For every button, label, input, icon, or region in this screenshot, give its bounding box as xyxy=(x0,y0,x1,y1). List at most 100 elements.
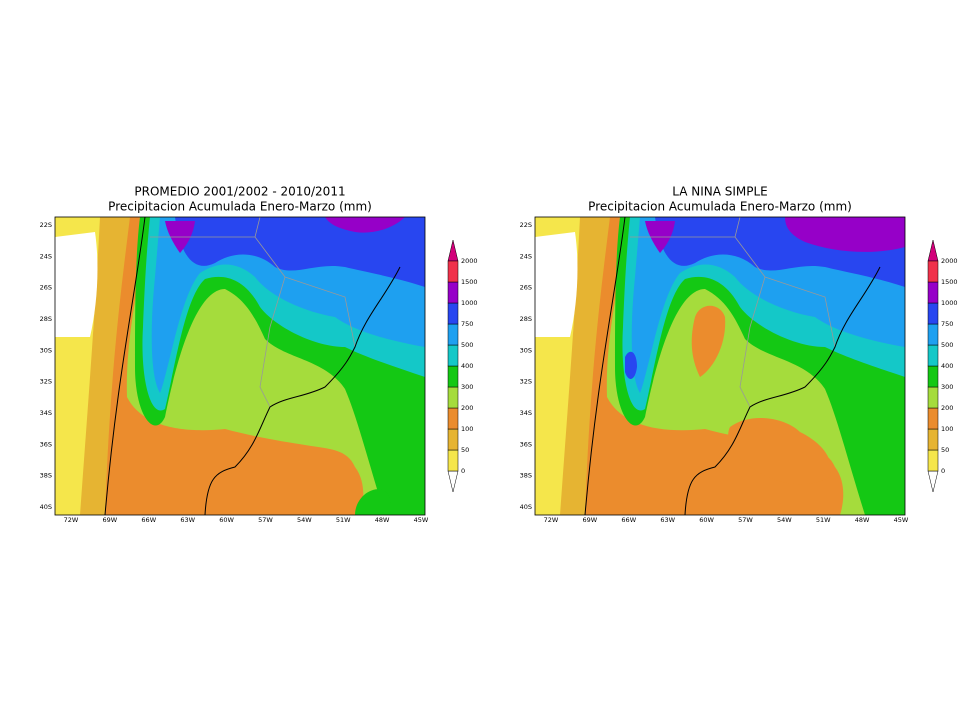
border-lines xyxy=(630,216,836,408)
colorbar-under xyxy=(447,470,459,493)
precip-region xyxy=(355,489,391,515)
lat-label: 28S xyxy=(40,315,52,323)
map-title: PROMEDIO 2001/2002 - 2010/2011 xyxy=(134,185,345,199)
lat-label: 38S xyxy=(40,472,52,480)
border-lines xyxy=(150,216,356,408)
precip-region xyxy=(728,417,831,485)
lat-label: 32S xyxy=(40,378,52,386)
map-title: LA NINA SIMPLE xyxy=(672,185,768,199)
lat-label: 40S xyxy=(40,503,52,511)
colorbar-box xyxy=(927,428,939,451)
colorbar-label: 500 xyxy=(941,341,953,349)
coastline xyxy=(104,216,401,516)
colorbar-over xyxy=(927,239,939,262)
coastline xyxy=(584,216,881,516)
lat-label: 24S xyxy=(520,252,532,260)
colorbar-box xyxy=(447,281,459,304)
lat-label: 34S xyxy=(520,409,532,417)
colorbar-label: 100 xyxy=(461,425,473,433)
colorbar-over xyxy=(447,239,459,262)
lat-label: 24S xyxy=(40,252,52,260)
colorbar-box xyxy=(927,260,939,283)
precip-region xyxy=(55,217,364,515)
colorbar-box xyxy=(447,344,459,367)
colorbar-label: 100 xyxy=(941,425,953,433)
colorbar-box xyxy=(447,365,459,388)
precip-region xyxy=(535,232,578,337)
colorbar-label: 300 xyxy=(461,383,473,391)
colorbar-box xyxy=(927,281,939,304)
colorbar-label: 2000 xyxy=(461,257,478,265)
colorbar-box xyxy=(927,386,939,409)
lat-label: 22S xyxy=(520,221,532,229)
map-frame xyxy=(534,216,906,516)
colorbar-box xyxy=(447,428,459,451)
map-frame xyxy=(54,216,426,516)
colorbar-box xyxy=(927,323,939,346)
colorbar-label: 750 xyxy=(461,320,473,328)
colorbar-box xyxy=(927,302,939,325)
colorbar-label: 50 xyxy=(461,446,469,454)
lon-label: 57W xyxy=(258,516,273,524)
precip-region xyxy=(625,351,637,379)
lon-label: 66W xyxy=(141,516,156,524)
precip-region xyxy=(55,232,98,337)
lon-label: 54W xyxy=(297,516,312,524)
colorbar-label: 300 xyxy=(941,383,953,391)
colorbar-label: 1500 xyxy=(941,278,958,286)
lon-label: 48W xyxy=(855,516,870,524)
lon-label: 69W xyxy=(103,516,118,524)
colorbar-label: 500 xyxy=(461,341,473,349)
colorbar-label: 750 xyxy=(941,320,953,328)
colorbar-label: 0 xyxy=(941,467,945,475)
lat-label: 36S xyxy=(40,440,52,448)
lat-label: 22S xyxy=(40,221,52,229)
colorbar-label: 1000 xyxy=(461,299,478,307)
lon-label: 69W xyxy=(583,516,598,524)
lon-label: 51W xyxy=(816,516,831,524)
lat-label: 26S xyxy=(520,284,532,292)
lon-label: 57W xyxy=(738,516,753,524)
map-panel xyxy=(534,216,906,516)
colorbar-label: 2000 xyxy=(941,257,958,265)
colorbar-box xyxy=(927,344,939,367)
lon-label: 48W xyxy=(375,516,390,524)
lat-label: 30S xyxy=(40,346,52,354)
map-subtitle: Precipitacion Acumulada Enero-Marzo (mm) xyxy=(588,200,852,214)
lat-label: 26S xyxy=(40,284,52,292)
colorbar-box xyxy=(447,407,459,430)
colorbar-under xyxy=(927,470,939,493)
precip-region xyxy=(535,217,844,515)
precip-region xyxy=(325,217,405,233)
lat-label: 40S xyxy=(520,503,532,511)
lon-label: 60W xyxy=(219,516,234,524)
colorbar-label: 200 xyxy=(461,404,473,412)
colorbar-label: 1000 xyxy=(941,299,958,307)
lat-label: 34S xyxy=(40,409,52,417)
colorbar-box xyxy=(447,260,459,283)
lat-label: 30S xyxy=(520,346,532,354)
colorbar-box xyxy=(447,323,459,346)
colorbar-label: 0 xyxy=(461,467,465,475)
lon-label: 45W xyxy=(414,516,429,524)
precip-region xyxy=(175,217,425,287)
lon-label: 45W xyxy=(894,516,909,524)
lon-label: 72W xyxy=(64,516,79,524)
map-subtitle: Precipitacion Acumulada Enero-Marzo (mm) xyxy=(108,200,372,214)
map-panel xyxy=(54,216,426,516)
lat-label: 38S xyxy=(520,472,532,480)
lon-label: 63W xyxy=(660,516,675,524)
lon-label: 54W xyxy=(777,516,792,524)
colorbar-label: 1500 xyxy=(461,278,478,286)
lon-label: 63W xyxy=(180,516,195,524)
colorbar-box xyxy=(927,365,939,388)
colorbar-label: 200 xyxy=(941,404,953,412)
lon-label: 72W xyxy=(544,516,559,524)
lat-label: 32S xyxy=(520,378,532,386)
colorbar-label: 50 xyxy=(941,446,949,454)
colorbar-box xyxy=(927,407,939,430)
lon-label: 51W xyxy=(336,516,351,524)
colorbar-box xyxy=(447,449,459,472)
colorbar-label: 400 xyxy=(461,362,473,370)
